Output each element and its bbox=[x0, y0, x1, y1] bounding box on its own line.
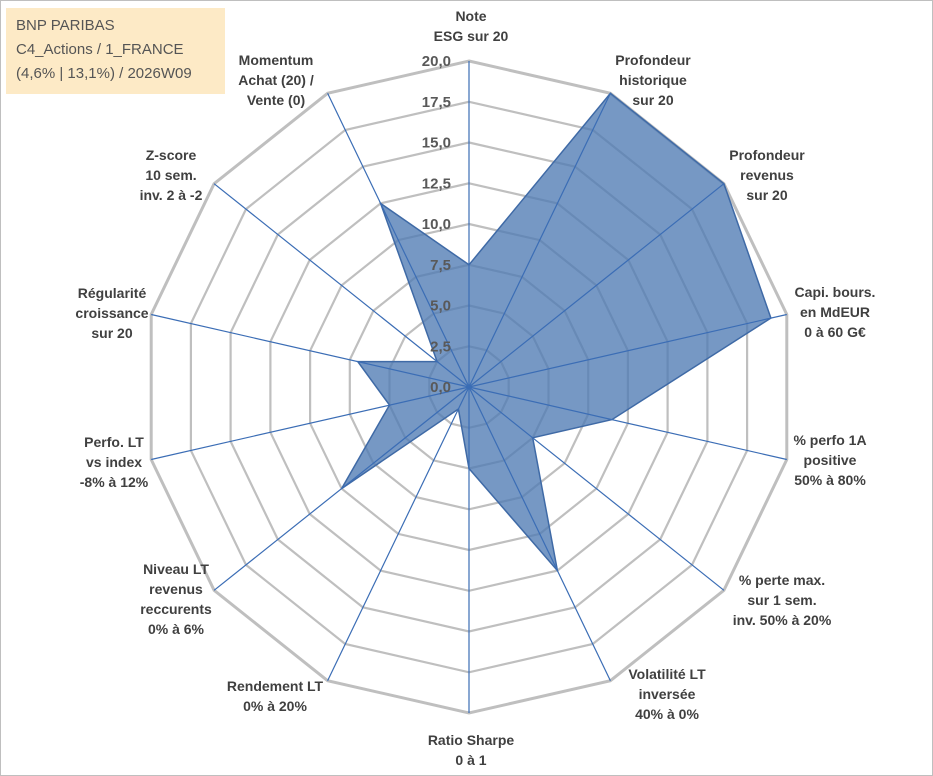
axis-spoke bbox=[327, 93, 470, 388]
axis-spoke bbox=[213, 386, 470, 591]
axis-label: Régularité croissance sur 20 bbox=[75, 285, 148, 341]
info-period: (4,6% | 13,1%) / 2026W09 bbox=[16, 65, 192, 82]
tick-label: 10,0 bbox=[422, 216, 451, 233]
axis-spoke bbox=[213, 183, 470, 388]
tick-label: 5,0 bbox=[430, 298, 451, 315]
axis-spoke bbox=[468, 183, 725, 388]
tick-label: 0,0 bbox=[430, 379, 451, 396]
axis-label: Rendement LT 0% à 20% bbox=[227, 678, 324, 714]
axis-label: Niveau LT revenus reccurents 0% à 6% bbox=[140, 561, 212, 637]
axis-spoke bbox=[151, 386, 470, 461]
tick-label: 17,5 bbox=[422, 94, 451, 111]
axis-spoke bbox=[327, 386, 470, 681]
axis-spoke bbox=[468, 93, 611, 388]
axis-label: Z-score 10 sem. inv. 2 à -2 bbox=[140, 147, 203, 203]
axis-spoke bbox=[468, 386, 787, 461]
axis-label: Perfo. LT vs index -8% à 12% bbox=[80, 434, 149, 490]
axis-label: Profondeur historique sur 20 bbox=[615, 52, 691, 108]
info-box: BNP PARIBAS C4_Actions / 1_FRANCE (4,6% … bbox=[6, 8, 225, 94]
axis-label: Note ESG sur 20 bbox=[434, 8, 509, 44]
tick-label: 7,5 bbox=[430, 257, 451, 274]
tick-label: 12,5 bbox=[422, 175, 451, 192]
axis-label: Ratio Sharpe 0 à 1 bbox=[428, 732, 515, 768]
axis-spoke bbox=[468, 386, 611, 681]
tick-label: 2,5 bbox=[430, 338, 451, 355]
tick-label: 15,0 bbox=[422, 135, 451, 152]
axis-label: % perte max. sur 1 sem. inv. 50% à 20% bbox=[733, 572, 832, 628]
axis-spoke bbox=[151, 313, 470, 388]
radar-tick-labels: 0,0 2,5 5,0 7,5 10,0 12,5 15,0 17,5 20,0 bbox=[422, 53, 451, 396]
axis-spoke bbox=[468, 386, 725, 591]
radar-axes bbox=[151, 61, 787, 713]
axis-label: Profondeur revenus sur 20 bbox=[729, 147, 805, 203]
axis-label: Capi. bours. en MdEUR 0 à 60 G€ bbox=[795, 284, 876, 340]
tick-label: 20,0 bbox=[422, 53, 451, 70]
axis-label: % perfo 1A positive 50% à 80% bbox=[793, 432, 866, 488]
axis-spoke bbox=[468, 313, 787, 388]
radar-axis-labels: Note ESG sur 20 Profondeur historique sur 20… bbox=[75, 8, 875, 768]
info-company: BNP PARIBAS bbox=[16, 17, 115, 34]
info-category: C4_Actions / 1_FRANCE bbox=[16, 41, 184, 58]
axis-label: Momentum Achat (20) / Vente (0) bbox=[238, 52, 314, 108]
axis-label: Volatilité LT inversée 40% à 0% bbox=[628, 666, 706, 722]
radar-series bbox=[340, 92, 772, 574]
series-area bbox=[340, 92, 772, 574]
